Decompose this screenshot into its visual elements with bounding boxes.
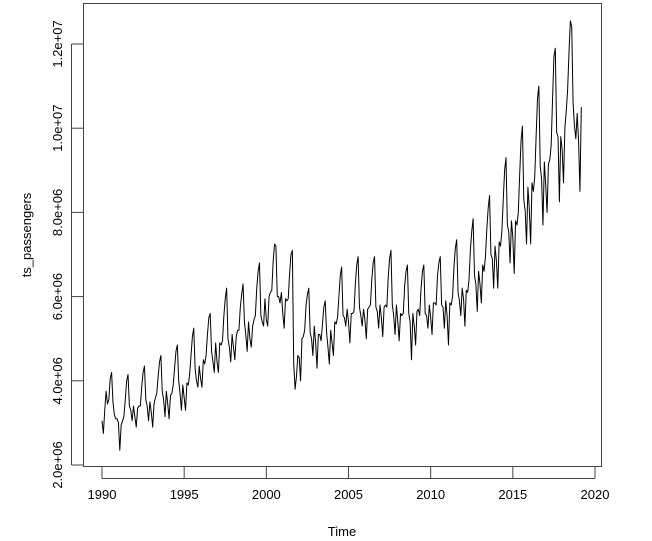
- x-tick-label: 2010: [416, 487, 445, 502]
- plot-frame: [83, 3, 602, 467]
- x-axis: 1990 1995 2000 2005 2010 2015 2020: [88, 467, 610, 502]
- y-tick-label: 1.0e+07: [50, 105, 65, 152]
- x-tick-label: 2005: [334, 487, 363, 502]
- y-tick-label: 8.0e+06: [50, 189, 65, 236]
- y-tick-label: 1.2e+07: [50, 20, 65, 67]
- x-tick-label: 1995: [170, 487, 199, 502]
- y-tick-label: 6.0e+06: [50, 273, 65, 320]
- y-tick-label: 4.0e+06: [50, 357, 65, 404]
- y-axis: 2.0e+06 4.0e+06 6.0e+06 8.0e+06 1.0e+07 1.2e+…: [50, 20, 83, 489]
- x-axis-title: Time: [328, 524, 356, 539]
- series-layer: [101, 20, 582, 451]
- x-tick-label: 1990: [88, 487, 117, 502]
- y-tick-label: 2.0e+06: [50, 441, 65, 488]
- x-tick-label: 2020: [581, 487, 610, 502]
- y-axis-title: ts_passengers: [19, 192, 34, 277]
- passengers-series-line: [101, 20, 582, 451]
- x-tick-label: 2015: [498, 487, 527, 502]
- x-tick-label: 2000: [252, 487, 281, 502]
